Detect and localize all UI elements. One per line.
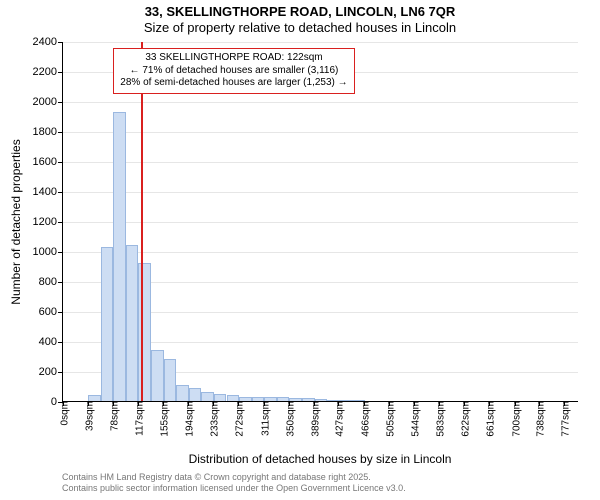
xtick-label: 117sqm: [131, 401, 146, 436]
footer-attribution: Contains HM Land Registry data © Crown c…: [62, 472, 406, 494]
annotation-box: 33 SKELLINGTHORPE ROAD: 122sqm← 71% of d…: [113, 48, 354, 94]
ytick-label: 1600: [33, 156, 63, 168]
xtick-label: 233sqm: [206, 401, 221, 437]
xtick-label: 272sqm: [231, 401, 246, 437]
chart-container: 33, SKELLINGTHORPE ROAD, LINCOLN, LN6 7Q…: [0, 0, 600, 500]
xtick-label: 427sqm: [331, 401, 346, 437]
ytick-label: 2000: [33, 96, 63, 108]
ytick-label: 600: [39, 306, 63, 318]
xtick-label: 738sqm: [532, 401, 547, 437]
xtick-label: 700sqm: [507, 401, 522, 437]
title-line2: Size of property relative to detached ho…: [0, 20, 600, 36]
title-block: 33, SKELLINGTHORPE ROAD, LINCOLN, LN6 7Q…: [0, 0, 600, 35]
y-axis-label: Number of detached properties: [9, 139, 23, 304]
histogram-bar: [214, 394, 227, 402]
xtick-label: 661sqm: [482, 401, 497, 437]
xtick-label: 544sqm: [406, 401, 421, 437]
xtick-label: 311sqm: [256, 401, 271, 436]
ytick-label: 1200: [33, 216, 63, 228]
ytick-label: 400: [39, 336, 63, 348]
histogram-bar: [113, 112, 126, 402]
title-line1: 33, SKELLINGTHORPE ROAD, LINCOLN, LN6 7Q…: [0, 4, 600, 20]
ytick-label: 800: [39, 276, 63, 288]
ytick-label: 1400: [33, 186, 63, 198]
xtick-label: 583sqm: [432, 401, 447, 437]
ytick-label: 1800: [33, 126, 63, 138]
xtick-label: 622sqm: [457, 401, 472, 437]
xtick-label: 0sqm: [56, 401, 71, 425]
xtick-label: 389sqm: [306, 401, 321, 437]
xtick-label: 155sqm: [155, 401, 170, 437]
annotation-line-1: 33 SKELLINGTHORPE ROAD: 122sqm: [120, 52, 347, 65]
xtick-label: 78sqm: [106, 401, 121, 431]
histogram-bar: [201, 392, 214, 401]
xtick-label: 194sqm: [181, 401, 196, 437]
histogram-bar: [151, 350, 164, 401]
histogram-bar: [189, 388, 202, 402]
ytick-label: 200: [39, 366, 63, 378]
histogram-bar: [164, 359, 177, 401]
property-marker-line: [141, 42, 143, 401]
plot-area: 0200400600800100012001400160018002000220…: [62, 42, 578, 402]
histogram-bar: [126, 245, 139, 401]
histogram-bar: [176, 385, 189, 402]
xtick-label: 777sqm: [557, 401, 572, 437]
annotation-line-3: 28% of semi-detached houses are larger (…: [120, 77, 347, 90]
xtick-label: 505sqm: [381, 401, 396, 437]
xtick-label: 350sqm: [281, 401, 296, 437]
ytick-label: 2400: [33, 36, 63, 48]
annotation-line-2: ← 71% of detached houses are smaller (3,…: [120, 65, 347, 78]
histogram-bar: [101, 247, 114, 402]
xtick-label: 39sqm: [81, 401, 96, 431]
footer-line2: Contains public sector information licen…: [62, 483, 406, 494]
xtick-label: 466sqm: [356, 401, 371, 437]
x-axis-label: Distribution of detached houses by size …: [189, 452, 452, 466]
footer-line1: Contains HM Land Registry data © Crown c…: [62, 472, 406, 483]
ytick-label: 2200: [33, 66, 63, 78]
ytick-label: 1000: [33, 246, 63, 258]
